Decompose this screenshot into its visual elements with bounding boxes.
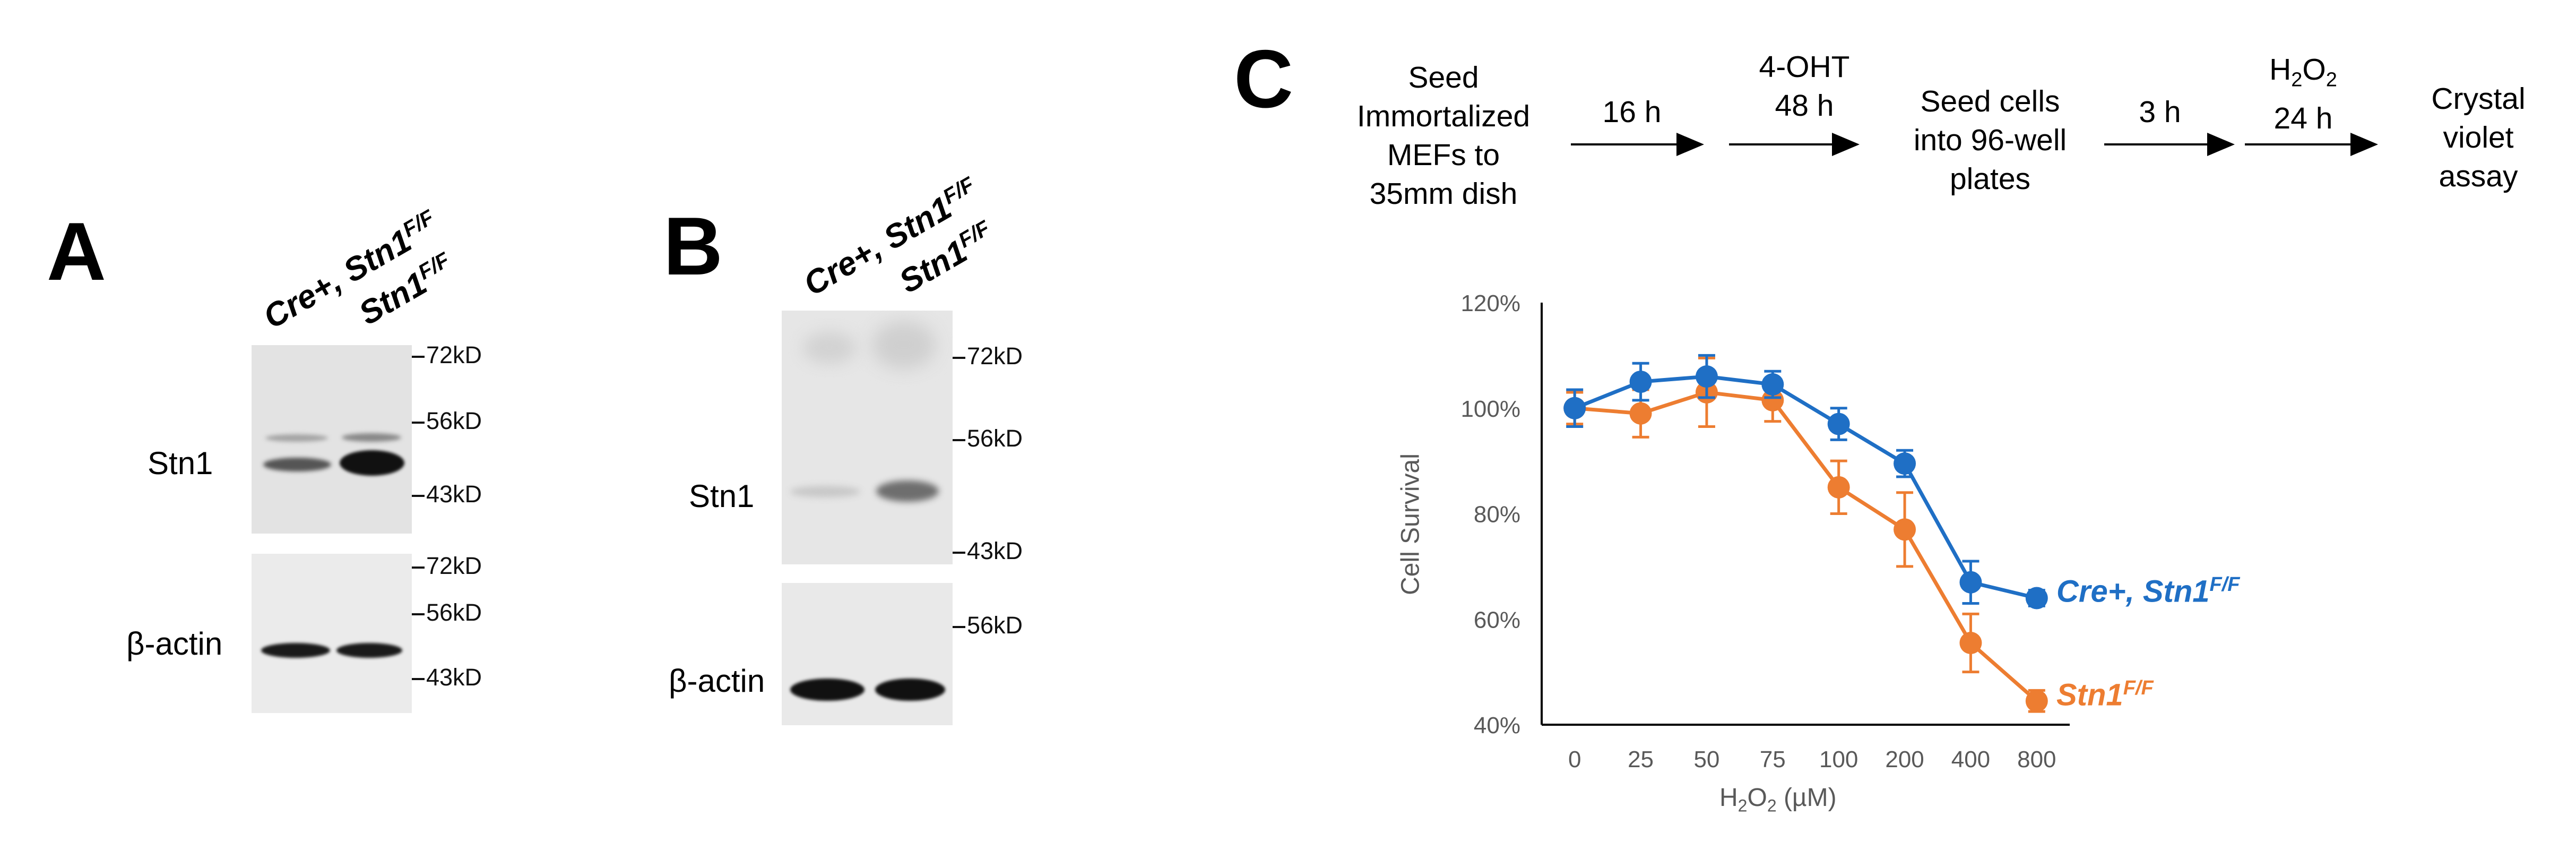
band	[336, 643, 402, 658]
band	[872, 321, 936, 369]
workflow-arrow-2	[1729, 133, 1860, 156]
workflow-arrow3-label: 3 h	[2139, 95, 2181, 129]
workflow-arrow-1	[1571, 133, 1704, 156]
panel-a-bottom-marker-56: 56kD	[412, 599, 482, 626]
y-tick-label: 100%	[1460, 396, 1520, 422]
panel-b-top-marker-43: 43kD	[953, 537, 1023, 565]
band	[263, 458, 331, 471]
panel-a-actin-blot	[252, 554, 412, 713]
panel-b-letter: B	[663, 200, 723, 292]
data-point	[1894, 452, 1916, 475]
band	[261, 643, 330, 658]
data-point	[2025, 690, 2048, 713]
band	[340, 450, 404, 476]
panel-a-top-marker-56: 56kD	[412, 407, 482, 435]
series-label-stn1: Stn1F/F	[2056, 677, 2154, 713]
panel-a-stn1-blot	[252, 345, 412, 534]
panel-a-top-marker-43: 43kD	[412, 480, 482, 508]
x-tick-label: 25	[1628, 746, 1654, 772]
band	[875, 679, 945, 701]
band	[876, 480, 939, 502]
panel-c-letter: C	[1234, 33, 1293, 125]
panel-b-top-marker-56: 56kD	[953, 425, 1023, 452]
band	[803, 332, 856, 364]
x-tick-label: 400	[1951, 746, 1990, 772]
series-line-segment	[1969, 641, 2038, 702]
band	[790, 679, 865, 701]
workflow-step-seed-plates: Seed cells into 96-well plates	[1913, 84, 2067, 196]
x-tick-label: 75	[1760, 746, 1786, 772]
workflow-arrow1-label: 16 h	[1602, 95, 1662, 129]
panel-a-bottom-marker-72: 72kD	[412, 552, 482, 580]
data-point	[2025, 587, 2048, 610]
data-point	[1959, 571, 1982, 594]
workflow-step-crystal-violet: Crystal violet assay	[2431, 82, 2526, 193]
y-tick-label: 80%	[1474, 502, 1520, 528]
workflow-step-h2o2: H2O2 24 h	[2269, 53, 2337, 136]
x-tick-label: 200	[1885, 746, 1924, 772]
panel-a-actin-label: β-actin	[126, 626, 223, 662]
data-point	[1629, 402, 1652, 425]
data-point	[1563, 397, 1586, 419]
workflow-step-4oht: 4-OHT 48 h	[1759, 50, 1850, 123]
series-line-segment	[1970, 580, 2037, 600]
x-tick-label: 0	[1568, 746, 1581, 772]
band	[342, 433, 401, 442]
y-tick-label: 40%	[1474, 713, 1520, 739]
band	[265, 434, 328, 442]
x-tick-label: 800	[2017, 746, 2056, 772]
panel-b-stn1-blot	[782, 311, 953, 564]
data-point	[1959, 631, 1982, 654]
y-tick-label: 60%	[1474, 607, 1520, 633]
panel-a-bottom-marker-43: 43kD	[412, 664, 482, 691]
data-point	[1827, 413, 1850, 435]
panel-b-bottom-marker-56: 56kD	[953, 612, 1023, 639]
data-point	[1761, 373, 1784, 396]
workflow-arrow-3	[2104, 133, 2235, 156]
series-label-cre: Cre+, Stn1F/F	[2056, 573, 2240, 609]
y-tick-label: 120%	[1460, 290, 1520, 316]
panel-b-stn1-label: Stn1	[689, 478, 755, 514]
x-axis-label: H2O2 (µM)	[1719, 784, 1837, 816]
cell-survival-chart: 40% 60% 80% 100% 120% 0 25 50 75 100 200 400 800	[1460, 290, 2070, 772]
workflow-step-seed: Seed Immortalized MEFs to 35mm dish	[1356, 61, 1531, 211]
data-point	[1695, 365, 1718, 388]
data-point	[1761, 389, 1784, 411]
panel-a-stn1-label: Stn1	[148, 445, 213, 481]
x-tick-label: 100	[1819, 746, 1858, 772]
series-line	[1574, 390, 1973, 644]
workflow-arrow-4	[2245, 133, 2378, 156]
band	[790, 486, 860, 497]
data-point	[1629, 371, 1652, 393]
panel-b-actin-label: β-actin	[669, 663, 765, 699]
x-tick-label: 50	[1693, 746, 1719, 772]
data-point	[1894, 518, 1916, 541]
panel-b-top-marker-72: 72kD	[953, 342, 1023, 370]
y-axis-label: Cell Survival	[1396, 453, 1425, 595]
panel-b-actin-blot	[782, 583, 953, 725]
data-point	[1827, 476, 1850, 499]
panel-a-letter: A	[47, 205, 106, 297]
panel-a-top-marker-72: 72kD	[412, 341, 482, 369]
